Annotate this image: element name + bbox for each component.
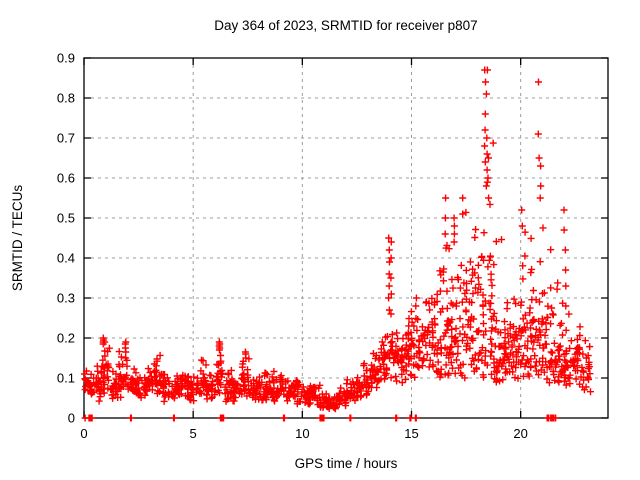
y-tick-label: 0.6 (57, 171, 75, 186)
grid-path (84, 58, 608, 418)
plot-border (83, 57, 609, 419)
y-tick-label: 0.2 (57, 331, 75, 346)
srmtid-data-points (81, 66, 594, 422)
tick-labels: 0 5 10 15 20 0 0.1 0.2 0.3 0.4 0.5 0.6 0.7 0.8 0.9 (57, 51, 528, 442)
x-tick-label: 5 (190, 426, 197, 441)
y-tick-label: 0.5 (57, 211, 75, 226)
x-axis-label: GPS time / hours (295, 456, 398, 471)
y-tick-label: 0 (68, 411, 75, 426)
chart-title: Day 364 of 2023, SRMTID for receiver p80… (214, 18, 477, 33)
y-tick-label: 0.7 (57, 131, 75, 146)
x-tick-label: 10 (295, 426, 309, 441)
y-tick-label: 0.8 (57, 91, 75, 106)
y-axis-label: SRMTID / TECUs (10, 185, 25, 292)
data-markers (81, 66, 594, 422)
x-tick-label: 0 (80, 426, 87, 441)
y-tick-label: 0.4 (57, 251, 75, 266)
grid-lines (84, 58, 608, 418)
x-tick-label: 20 (513, 426, 527, 441)
y-tick-label: 0.9 (57, 51, 75, 66)
y-tick-label: 0.3 (57, 291, 75, 306)
x-tick-label: 15 (404, 426, 418, 441)
y-tick-label: 0.1 (57, 371, 75, 386)
